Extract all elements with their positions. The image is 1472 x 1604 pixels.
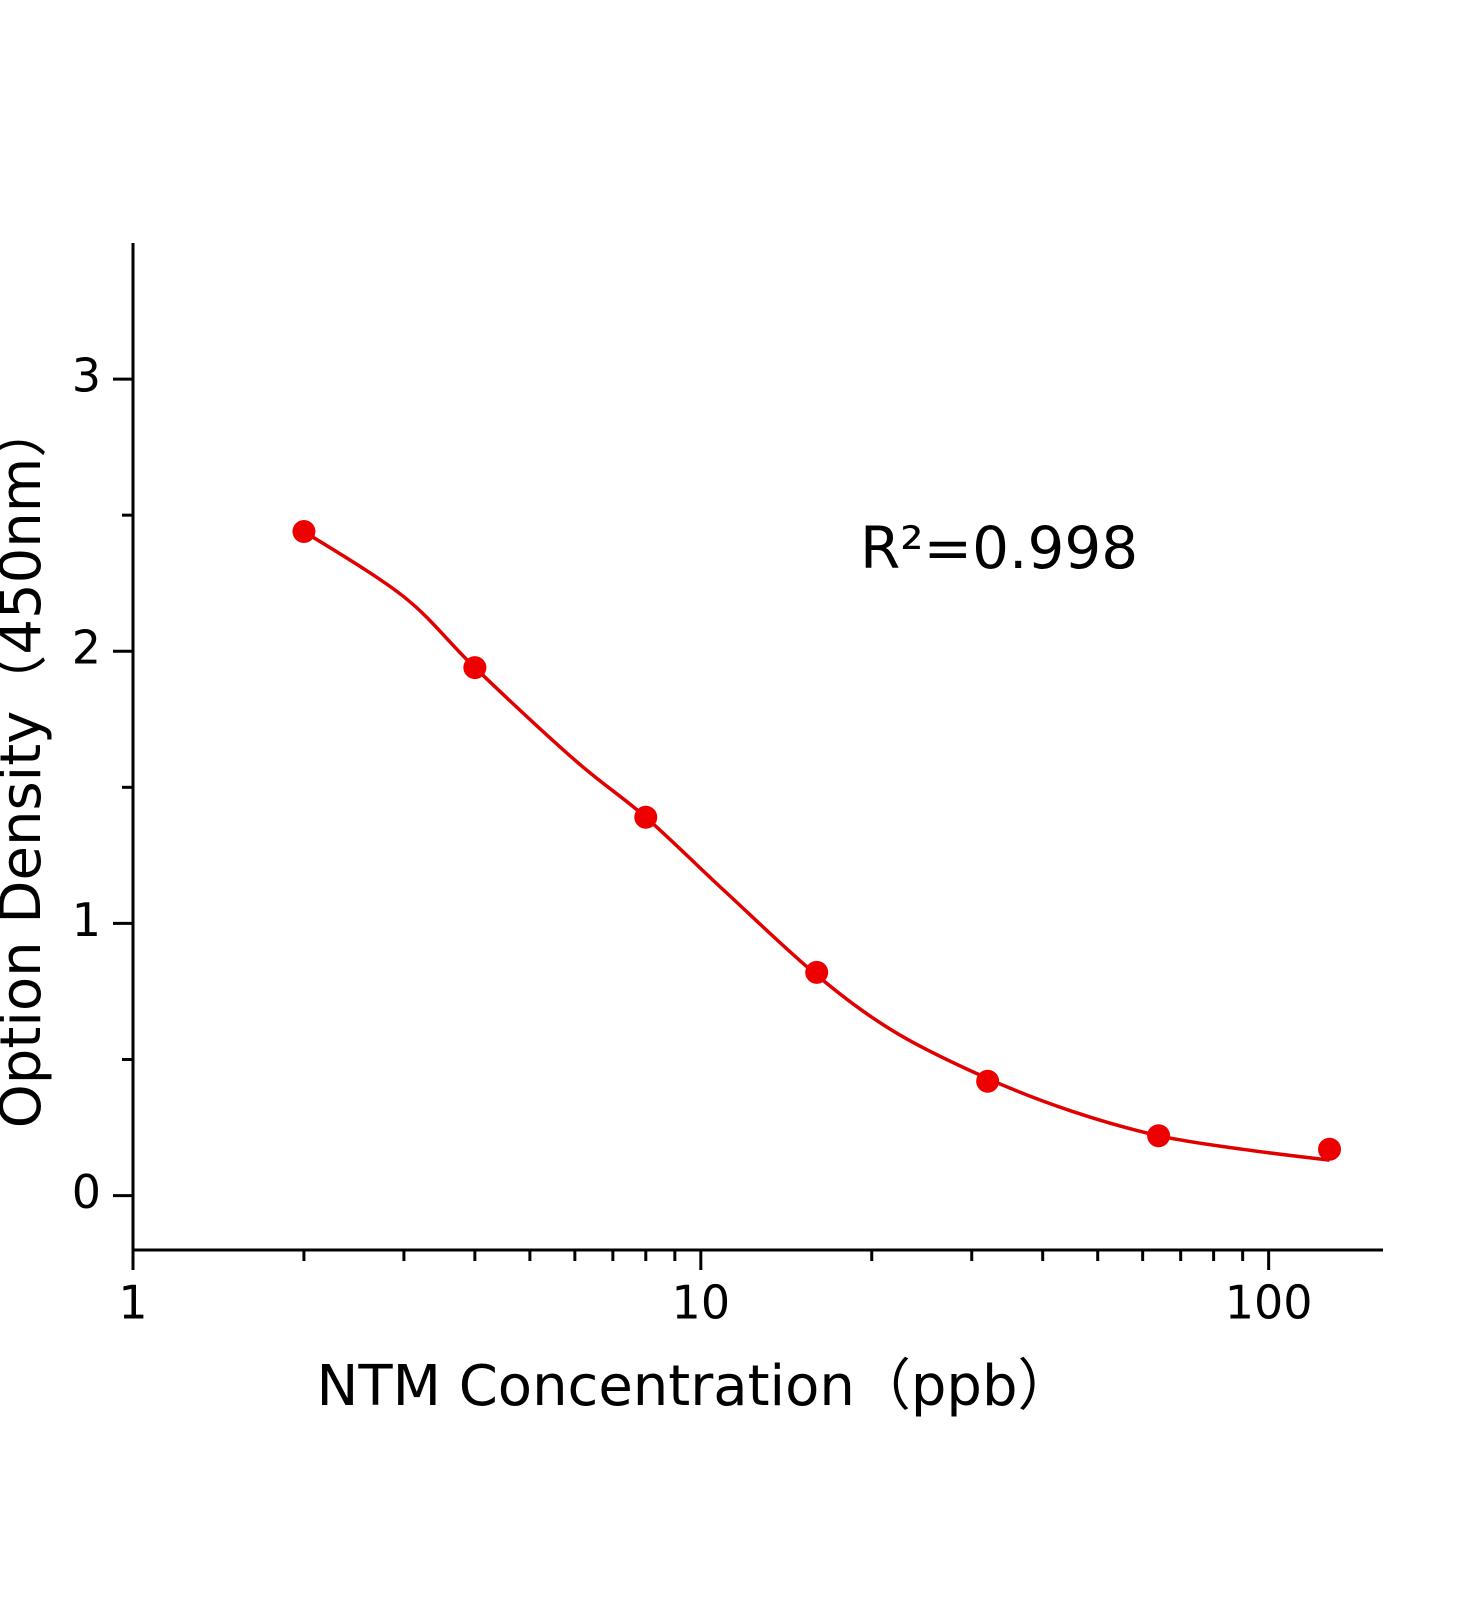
y-tick-label: 0 (72, 1165, 101, 1219)
y-axis-title: Option Density（450nm） (0, 402, 54, 1129)
data-point (805, 960, 829, 984)
data-point (463, 656, 487, 680)
y-tick-label: 2 (72, 621, 101, 675)
y-tick-label: 1 (72, 893, 101, 947)
data-point (634, 805, 658, 829)
data-point (976, 1069, 1000, 1093)
y-tick-label: 3 (72, 349, 101, 403)
annotation: R²=0.998 (860, 514, 1138, 582)
x-tick-label: 1 (118, 1276, 147, 1330)
data-point (1318, 1137, 1342, 1161)
fit-curve (302, 530, 1330, 1162)
data-point (292, 519, 316, 543)
x-tick-label: 10 (672, 1276, 731, 1330)
x-tick-label: 100 (1225, 1276, 1313, 1330)
data-point (1147, 1124, 1171, 1148)
x-axis-title: NTM Concentration（ppb） (316, 1354, 1073, 1419)
